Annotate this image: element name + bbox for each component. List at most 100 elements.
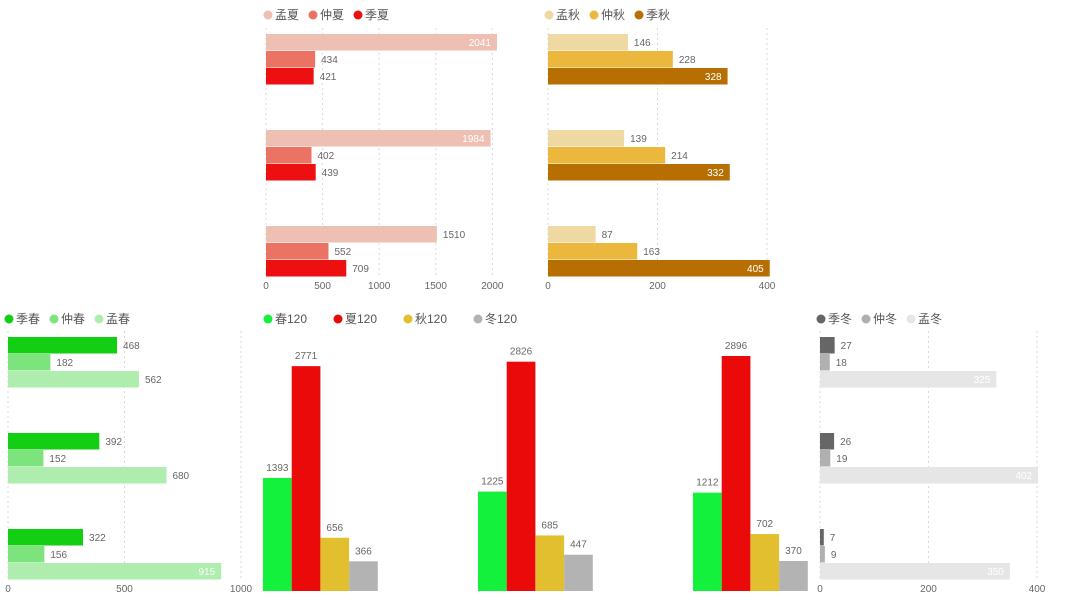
bar-autumn-1-2: [548, 243, 638, 260]
bar-summer-1-0: [266, 51, 316, 68]
data-label-autumn-1-2: 163: [643, 247, 660, 258]
legend-marker-seasons120-2: [403, 314, 413, 324]
data-label-seasons120-2-2: 702: [756, 519, 773, 530]
bar-autumn-0-0: [548, 34, 628, 51]
bar-seasons120-3-0: [349, 561, 378, 591]
data-label-spring-1-0: 182: [56, 358, 73, 369]
data-label-seasons120-0-0: 1393: [266, 463, 289, 474]
data-label-autumn-0-2: 87: [602, 230, 614, 241]
data-label-spring-2-0: 562: [145, 375, 162, 386]
legend-label-autumn-1: 仲秋: [601, 8, 625, 22]
legend-marker-seasons120-0: [263, 314, 273, 324]
data-label-spring-1-1: 152: [49, 454, 66, 465]
bar-summer-2-2: [266, 260, 347, 277]
data-label-summer-2-1: 439: [322, 168, 339, 179]
x-tick-summer-4: 2000: [481, 281, 504, 292]
data-label-seasons120-3-0: 366: [355, 546, 372, 557]
x-tick-autumn-1: 200: [649, 281, 666, 292]
bar-winter-1-0: [820, 354, 830, 371]
data-label-spring-0-0: 468: [123, 341, 140, 352]
data-label-winter-1-1: 19: [836, 454, 848, 465]
x-tick-summer-0: 0: [263, 281, 269, 292]
legend-marker-winter-1: [861, 314, 871, 324]
legend-label-spring-1: 仲春: [61, 312, 85, 326]
data-label-autumn-2-0: 328: [705, 72, 722, 83]
bar-summer-1-1: [266, 147, 312, 164]
bar-winter-2-2: [820, 563, 1010, 580]
legend-marker-summer-1: [308, 10, 318, 20]
bar-summer-1-2: [266, 243, 329, 260]
data-label-spring-0-2: 322: [89, 533, 106, 544]
legend-marker-summer-2: [353, 10, 363, 20]
data-label-autumn-2-2: 405: [747, 264, 764, 275]
data-label-winter-2-1: 402: [1015, 471, 1032, 482]
x-tick-spring-0: 0: [5, 584, 11, 595]
legend-marker-autumn-1: [589, 10, 599, 20]
chart-seasons120: 春120 夏120 秋120 冬120 1393 2771 656 366 1225 2826 68…: [263, 311, 808, 591]
bar-autumn-2-0: [548, 68, 728, 85]
legend-label-seasons120-1: 夏120: [345, 312, 377, 326]
bar-seasons120-1-0: [291, 366, 321, 591]
bar-seasons120-2-1: [535, 535, 565, 591]
data-label-seasons120-2-0: 656: [326, 523, 343, 534]
x-tick-spring-1: 500: [116, 584, 133, 595]
x-tick-autumn-0: 0: [545, 281, 551, 292]
data-label-seasons120-3-1: 447: [570, 540, 587, 551]
bar-winter-1-1: [820, 450, 831, 467]
legend-label-seasons120-0: 春120: [275, 312, 307, 326]
bar-seasons120-2-0: [320, 537, 350, 591]
bar-winter-0-0: [820, 337, 835, 354]
data-label-winter-0-2: 7: [830, 533, 836, 544]
legend-marker-summer-0: [263, 10, 273, 20]
bar-autumn-0-2: [548, 226, 596, 243]
bar-spring-1-0: [8, 354, 51, 371]
data-label-summer-0-2: 1510: [443, 230, 466, 241]
chart-autumn: 0 200 400 孟秋 仲秋 季秋 146 228 328 139 214 332 87 163 405: [544, 8, 776, 292]
legend-label-winter-1: 仲冬: [873, 311, 897, 326]
legend-marker-autumn-2: [634, 10, 644, 20]
bar-winter-0-2: [820, 529, 824, 546]
data-label-seasons120-2-1: 685: [541, 520, 558, 531]
legend-label-autumn-0: 孟秋: [556, 8, 580, 22]
bar-seasons120-3-1: [564, 554, 593, 591]
chart-winter: 0 200 400 季冬 仲冬 孟冬 27 18 325 26 19 402 7 9 350: [816, 311, 1046, 595]
bar-summer-2-1: [266, 164, 316, 181]
data-label-winter-2-0: 325: [974, 375, 991, 386]
bar-autumn-2-1: [548, 164, 730, 181]
data-label-seasons120-1-1: 2826: [510, 347, 533, 358]
x-tick-winter-0: 0: [817, 584, 823, 595]
bar-spring-2-1: [8, 467, 167, 484]
bar-spring-0-0: [8, 337, 118, 354]
bar-seasons120-3-2: [779, 560, 808, 591]
bar-winter-2-1: [820, 467, 1039, 484]
data-label-winter-2-2: 350: [987, 567, 1004, 578]
legend-marker-autumn-0: [544, 10, 554, 20]
x-tick-spring-2: 1000: [230, 584, 253, 595]
data-label-seasons120-0-2: 1212: [696, 478, 719, 489]
bar-spring-2-2: [8, 563, 222, 580]
data-label-spring-0-1: 392: [105, 437, 122, 448]
bar-winter-0-1: [820, 433, 835, 450]
bar-autumn-1-1: [548, 147, 666, 164]
bar-seasons120-2-2: [750, 534, 780, 591]
data-label-seasons120-1-2: 2896: [725, 341, 748, 352]
data-label-summer-2-2: 709: [352, 264, 369, 275]
data-label-summer-1-2: 552: [334, 247, 351, 258]
bar-winter-1-2: [820, 546, 825, 563]
legend-label-autumn-2: 季秋: [646, 8, 670, 22]
data-label-spring-2-2: 915: [199, 567, 216, 578]
bar-seasons120-1-1: [506, 361, 536, 591]
legend-label-summer-1: 仲夏: [320, 8, 344, 22]
legend-label-spring-0: 季春: [16, 312, 40, 326]
data-label-summer-2-0: 421: [320, 72, 337, 83]
bar-seasons120-1-2: [721, 356, 751, 591]
data-label-summer-0-1: 1984: [462, 134, 485, 145]
legend-label-summer-2: 季夏: [365, 8, 389, 22]
x-tick-winter-2: 400: [1029, 584, 1046, 595]
bar-seasons120-0-1: [478, 491, 507, 591]
x-tick-summer-2: 1000: [368, 281, 391, 292]
legend-label-seasons120-3: 冬120: [485, 311, 517, 326]
chart-spring: 0 500 1000 季春 仲春 孟春 468 182 562 392 152 680 322 156 91…: [4, 312, 253, 595]
legend-label-seasons120-2: 秋120: [415, 312, 447, 326]
